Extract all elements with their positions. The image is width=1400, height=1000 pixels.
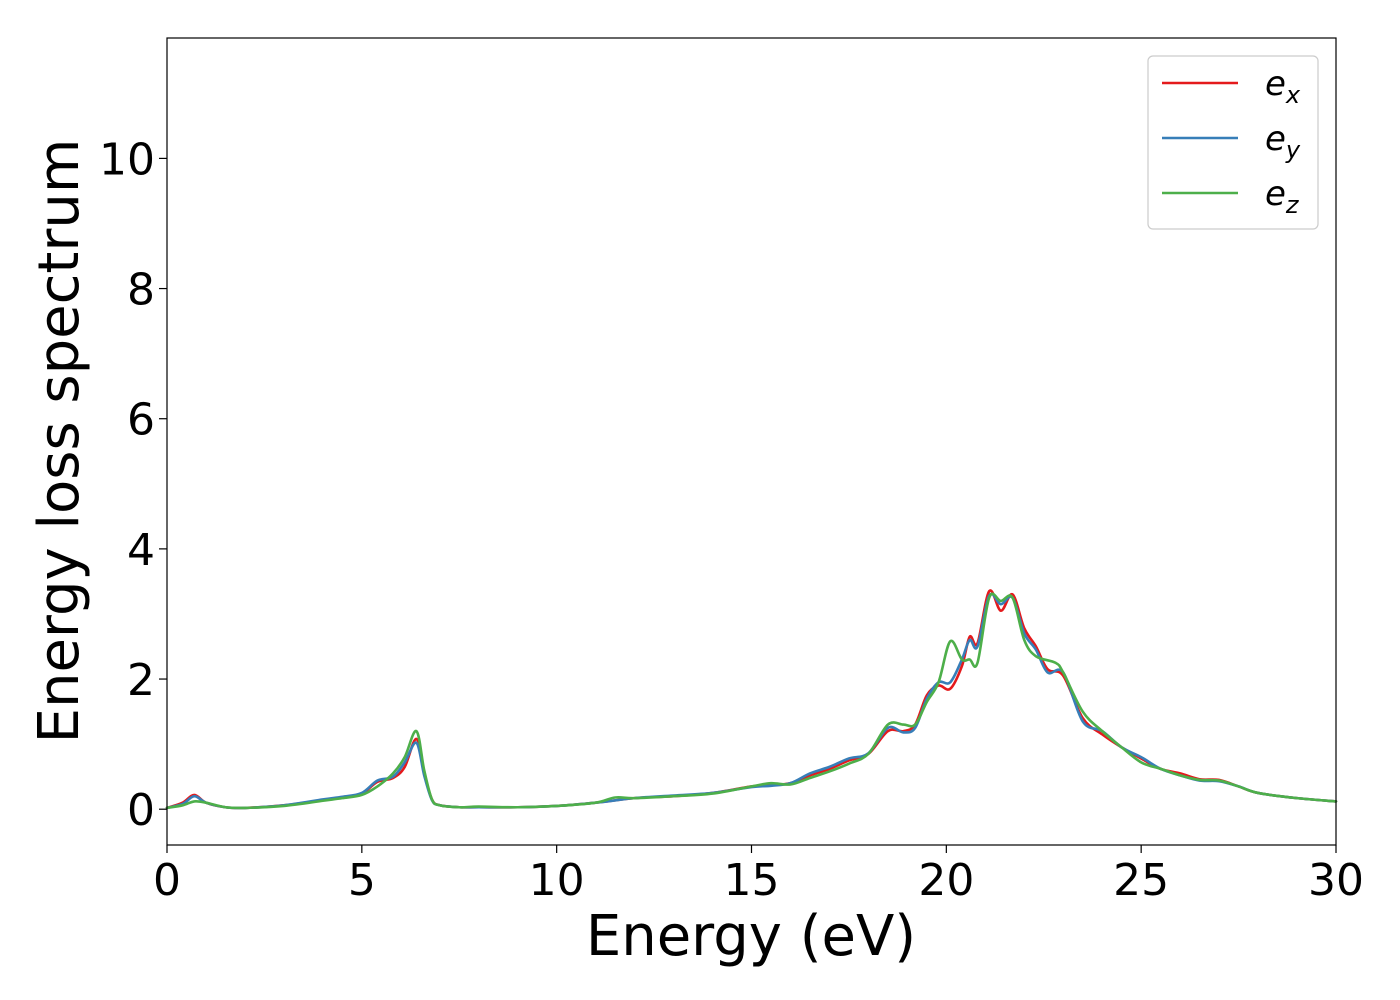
legend-label-base: e	[1265, 119, 1286, 159]
x-tick-label: 20	[918, 855, 974, 906]
y-tick-label: 4	[127, 525, 155, 576]
x-axis-ticks: 0 5 10 15 20 25 30	[153, 845, 1364, 906]
legend-label-subscript: z	[1285, 191, 1300, 219]
legend-label-base: e	[1265, 174, 1286, 214]
x-tick-label: 0	[153, 855, 181, 906]
y-tick-label: 0	[127, 785, 155, 836]
y-axis-label: Energy loss spectrum	[27, 139, 92, 744]
legend-label-subscript: y	[1285, 136, 1301, 164]
series-layer	[165, 589, 1338, 810]
legend-label-y: ey	[1265, 119, 1301, 164]
x-tick-label: 10	[529, 855, 585, 906]
x-tick-label: 15	[724, 855, 780, 906]
plot-area	[167, 38, 1336, 845]
series-line-z	[165, 592, 1338, 810]
y-tick-label: 10	[99, 134, 155, 185]
legend-label-subscript: x	[1285, 81, 1301, 109]
legend-label-z: ez	[1265, 174, 1300, 219]
x-axis-label: Energy (eV)	[586, 904, 916, 969]
x-tick-label: 25	[1113, 855, 1169, 906]
y-tick-label: 6	[127, 395, 155, 446]
legend-box	[1147, 55, 1319, 230]
x-tick-label: 5	[348, 855, 376, 906]
y-tick-label: 2	[127, 655, 155, 706]
y-axis-ticks: 0 2 4 6 8 10	[99, 134, 167, 836]
legend-label-x: ex	[1265, 64, 1301, 109]
legend-label-base: e	[1265, 64, 1286, 104]
y-tick-label: 8	[127, 265, 155, 316]
x-tick-label: 30	[1308, 855, 1364, 906]
